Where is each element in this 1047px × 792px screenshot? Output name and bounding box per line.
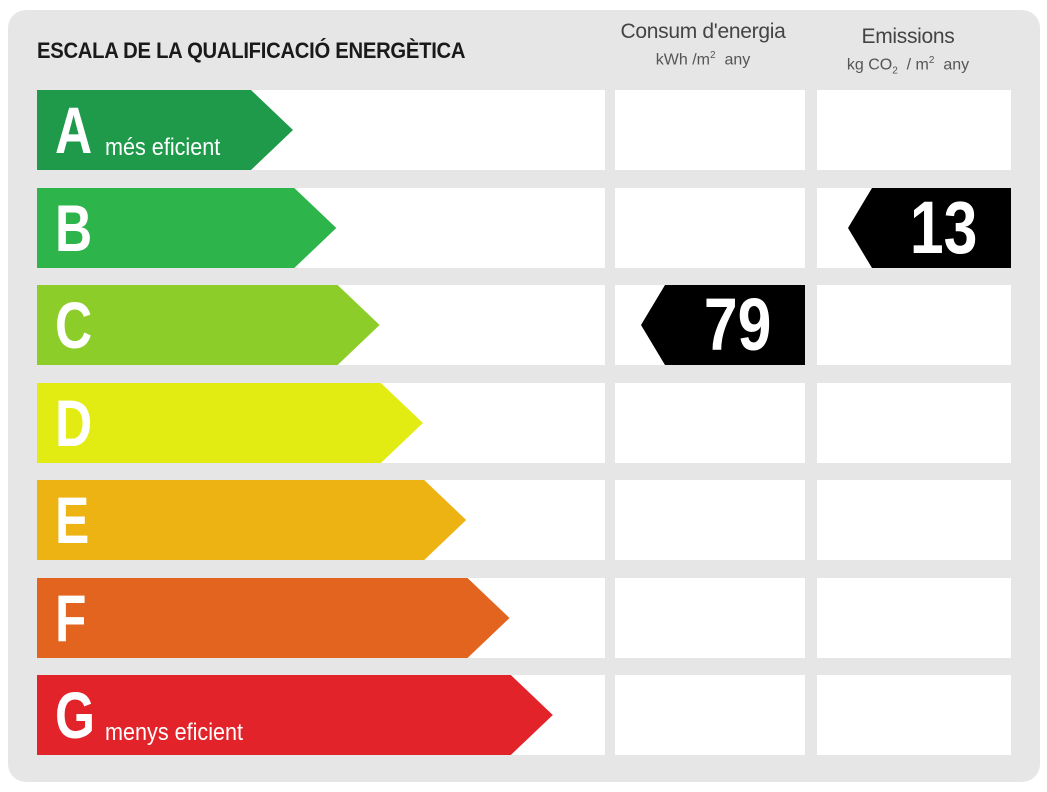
emissions-cell-f bbox=[817, 578, 1011, 658]
rating-arrow-d bbox=[37, 383, 423, 463]
consumption-cell-g bbox=[615, 675, 805, 755]
rating-sublabel: més eficient bbox=[105, 134, 221, 161]
rating-bar-e: E bbox=[37, 480, 467, 560]
rating-letter: F bbox=[55, 581, 87, 655]
consumption-value-badge-arrow bbox=[641, 285, 805, 365]
rating-bar-c: C bbox=[37, 285, 380, 365]
emissions-cell-e bbox=[817, 480, 1011, 560]
rating-letter: A bbox=[55, 93, 93, 167]
emissions-value-badge: 13 bbox=[848, 188, 1011, 268]
rating-letter: E bbox=[55, 483, 90, 557]
emissions-cell-g bbox=[817, 675, 1011, 755]
emissions-title: Emissions bbox=[861, 25, 955, 48]
rating-sublabel: menys eficient bbox=[105, 719, 244, 746]
consumption-cell-f bbox=[615, 578, 805, 658]
emissions-cell-c bbox=[817, 285, 1011, 365]
rating-bar-b: B bbox=[37, 188, 337, 268]
consumption-title: Consum d'energia bbox=[620, 20, 786, 43]
emissions-cell-d bbox=[817, 383, 1011, 463]
emissions-value-badge-arrow bbox=[848, 188, 1011, 268]
consumption-unit: kWh /m2 any bbox=[655, 50, 751, 69]
emissions-unit: kg CO2 / m2 any bbox=[846, 55, 970, 77]
emissions-column-header: Emissions kg CO2 / m2 any bbox=[816, 25, 1000, 77]
consumption-cell-e bbox=[615, 480, 805, 560]
rating-letter: B bbox=[55, 191, 93, 265]
rating-arrow-g bbox=[37, 675, 553, 755]
rating-arrow-a bbox=[37, 90, 293, 170]
rating-arrow-f bbox=[37, 578, 510, 658]
page-title: ESCALA DE LA QUALIFICACIÓ ENERGÈTICA bbox=[37, 38, 466, 63]
consumption-cell-a bbox=[615, 90, 805, 170]
consumption-value-badge-number: 79 bbox=[703, 283, 771, 366]
rating-letter: D bbox=[55, 386, 93, 460]
consumption-cell-b bbox=[615, 188, 805, 268]
consumption-cell-d bbox=[615, 383, 805, 463]
rating-bar-f: F bbox=[37, 578, 510, 658]
consumption-value-badge: 79 bbox=[641, 285, 805, 365]
rating-arrow-b bbox=[37, 188, 337, 268]
emissions-value-badge-number: 13 bbox=[909, 186, 977, 269]
rating-arrow-e bbox=[37, 480, 467, 560]
rating-bar-d: D bbox=[37, 383, 423, 463]
rating-arrow-c bbox=[37, 285, 380, 365]
consumption-column-header: Consum d'energia kWh /m2 any bbox=[613, 20, 793, 69]
rating-letter: C bbox=[55, 288, 93, 362]
rating-letter: G bbox=[55, 678, 96, 752]
emissions-cell-a bbox=[817, 90, 1011, 170]
